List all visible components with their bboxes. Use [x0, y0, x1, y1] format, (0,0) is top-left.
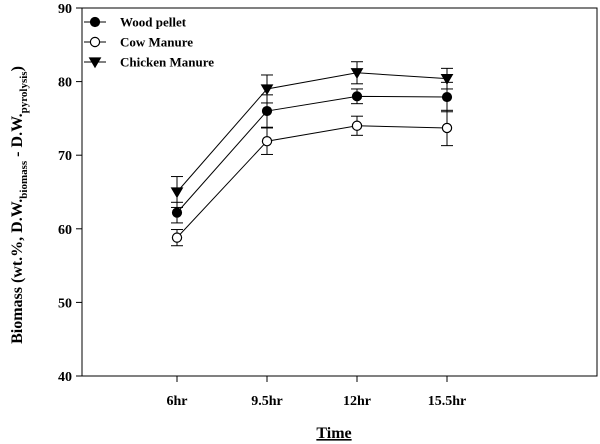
y-tick-label: 70 [58, 149, 72, 164]
legend-marker [88, 57, 102, 69]
data-point [441, 122, 453, 134]
data-point [440, 74, 454, 85]
series-line [176, 72, 448, 193]
y-tick-label: 90 [58, 2, 72, 17]
series-line [176, 95, 448, 213]
series-line [176, 125, 448, 238]
y-axis-title: Biomass (wt.%, D.W.biomass - D.W.pyrolys… [9, 66, 30, 344]
y-tick-label: 60 [58, 223, 72, 238]
x-axis-title: Time [316, 425, 351, 442]
x-tick-label: 12hr [343, 394, 371, 409]
x-tick-label: 15.5hr [428, 394, 467, 409]
series-cow-manure [171, 109, 453, 247]
series-wood-pellet [171, 81, 453, 224]
data-point [441, 91, 453, 103]
y-tick-label: 80 [58, 76, 72, 91]
data-point [351, 120, 363, 131]
data-point [261, 136, 273, 147]
legend-label: Chicken Manure [120, 55, 214, 70]
x-tick-label: 9.5hr [251, 394, 283, 409]
data-point [351, 91, 363, 102]
series-layer [170, 61, 454, 247]
data-point [350, 68, 364, 79]
legend-marker [89, 36, 101, 48]
data-point [171, 232, 183, 243]
data-point [171, 207, 183, 218]
data-point [261, 105, 273, 117]
legend-entry: Cow Manure [84, 35, 193, 50]
legend: Wood pellet Cow Manure Chicken Manure [84, 15, 214, 70]
series-chicken-manure [170, 61, 454, 208]
data-point [260, 84, 274, 96]
legend-entry: Wood pellet [84, 15, 187, 30]
plot-area: 40 50 60 70 80 90 6hr 9.5hr 12hr 15.5hr [58, 2, 598, 409]
data-point [170, 187, 184, 199]
plot-frame [81, 7, 598, 377]
y-tick-label: 50 [58, 296, 72, 311]
legend-marker [89, 16, 101, 28]
x-tick-label: 6hr [167, 394, 188, 409]
legend-entry: Chicken Manure [84, 55, 214, 70]
legend-label: Wood pellet [120, 15, 187, 30]
legend-label: Cow Manure [120, 35, 193, 50]
y-tick-label: 40 [58, 370, 72, 385]
